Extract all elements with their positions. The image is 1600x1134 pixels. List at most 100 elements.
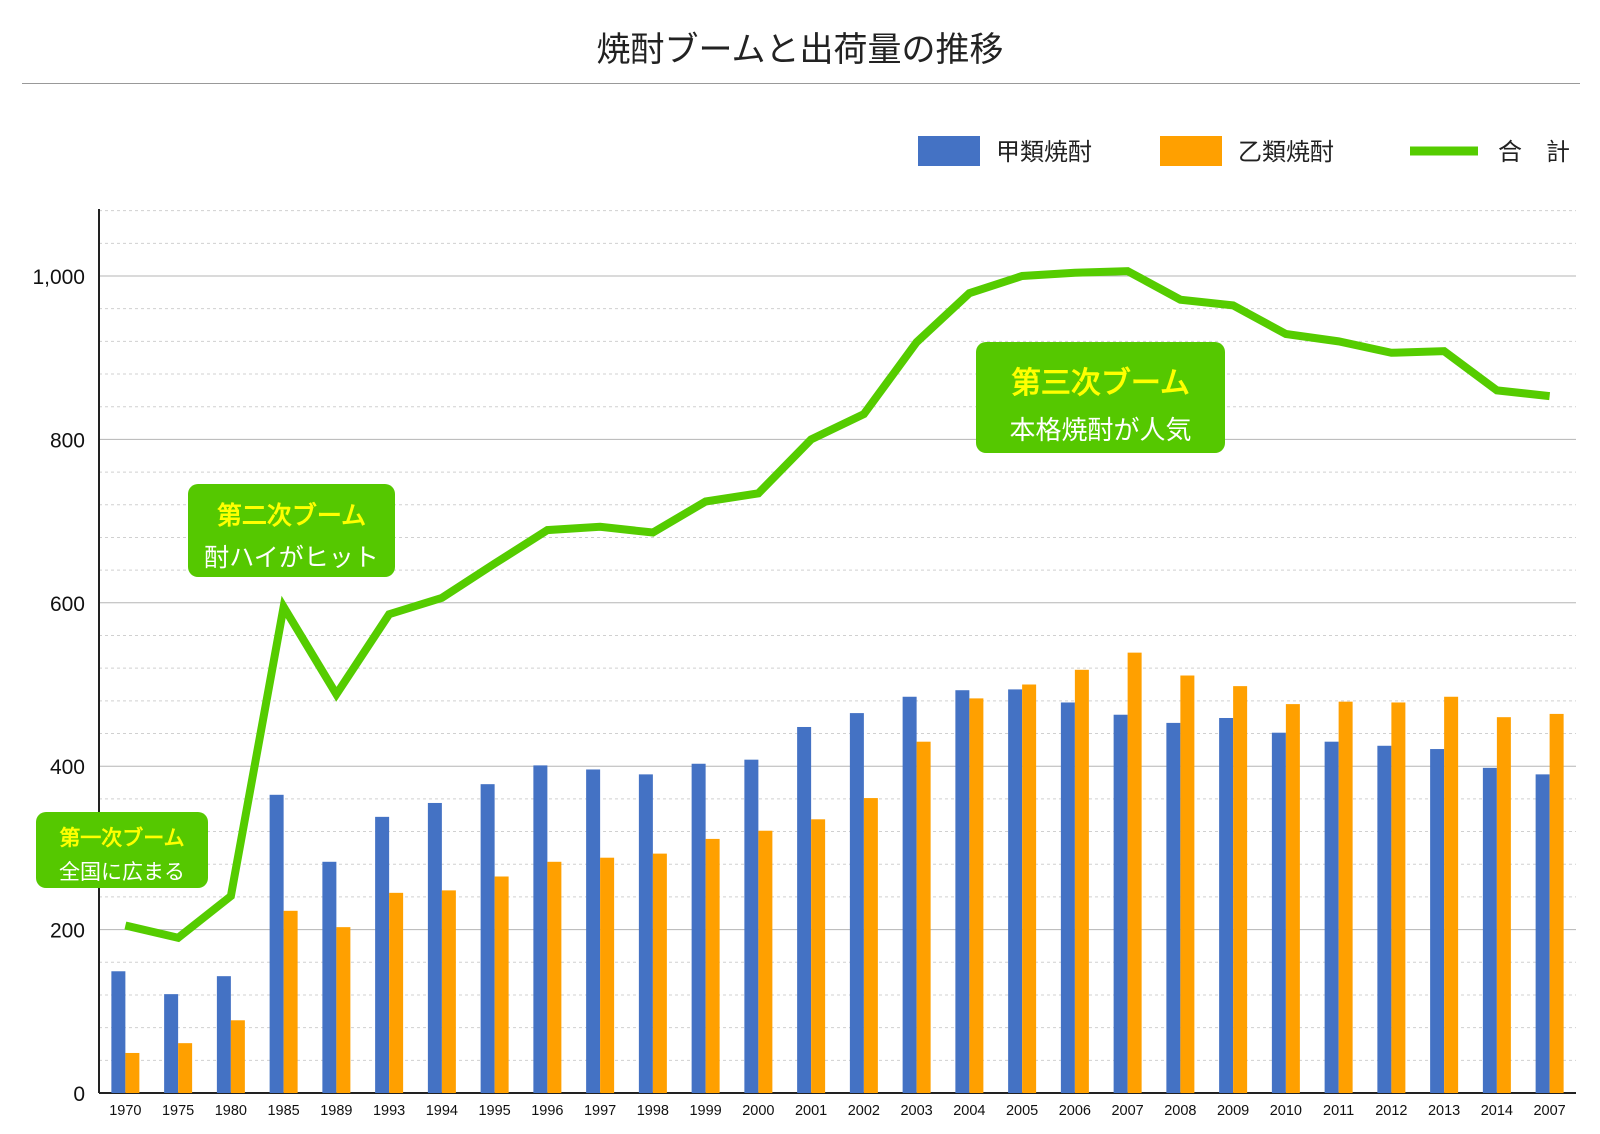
bar-otsu: [1444, 696, 1459, 1093]
x-tick-label: 1996: [531, 1103, 563, 1119]
x-tick-label: 1994: [426, 1103, 458, 1119]
x-tick-label: 1995: [478, 1103, 510, 1119]
bar-kou: [480, 784, 495, 1093]
bar-otsu: [283, 910, 298, 1093]
x-tick-label: 1970: [109, 1103, 141, 1119]
bar-kou: [744, 759, 759, 1093]
x-tick-label: 1985: [267, 1103, 299, 1119]
x-tick-label: 1993: [373, 1103, 405, 1119]
bar-otsu: [1180, 675, 1195, 1093]
legend-label-otsu: 乙類焼酎: [1238, 138, 1334, 166]
annotation-text: 本格焼酎が人気: [1009, 416, 1192, 446]
bar-kou: [1008, 689, 1023, 1093]
x-tick-label: 2013: [1428, 1103, 1460, 1119]
x-tick-label: 2002: [848, 1103, 880, 1119]
bar-kou: [1535, 774, 1550, 1093]
bar-kou: [955, 690, 970, 1093]
bar-otsu: [494, 876, 509, 1093]
bar-kou: [797, 726, 812, 1093]
x-tick-label: 2006: [1059, 1103, 1091, 1119]
bar-otsu: [1338, 701, 1353, 1093]
x-tick-label: 2008: [1164, 1103, 1196, 1119]
chart-title: 焼酎ブームと出荷量の推移: [596, 30, 1004, 70]
x-tick-label: 2012: [1375, 1103, 1407, 1119]
bar-otsu: [1285, 704, 1300, 1093]
bar-kou: [375, 816, 390, 1093]
x-tick-label: 1999: [689, 1103, 721, 1119]
bar-kou: [691, 763, 706, 1093]
bar-otsu: [758, 830, 773, 1093]
annotation-text: 全国に広まる: [59, 860, 185, 884]
bar-kou: [1166, 722, 1181, 1093]
bar-kou: [1482, 767, 1497, 1093]
bar-kou: [1271, 732, 1286, 1093]
y-tick-label: 600: [50, 593, 85, 616]
bar-kou: [1324, 741, 1339, 1093]
bar-kou: [111, 971, 126, 1093]
x-tick-label: 2005: [1006, 1103, 1038, 1119]
x-tick-label: 2000: [742, 1103, 774, 1119]
bar-otsu: [1496, 717, 1511, 1093]
x-tick-label: 1998: [637, 1103, 669, 1119]
bar-otsu: [1549, 713, 1564, 1093]
bar-kou: [1377, 745, 1392, 1093]
bar-otsu: [336, 927, 351, 1093]
bar-otsu: [969, 698, 984, 1093]
bar-otsu: [863, 798, 878, 1093]
x-tick-label: 1980: [215, 1103, 247, 1119]
bar-kou: [849, 713, 864, 1093]
annotation-text: 酎ハイがヒット: [204, 543, 379, 572]
bar-otsu: [652, 853, 667, 1093]
y-tick-label: 200: [50, 920, 85, 943]
bar-kou: [216, 976, 231, 1093]
x-tick-label: 2003: [900, 1103, 932, 1119]
y-tick-label: 800: [50, 429, 85, 452]
bar-otsu: [916, 741, 931, 1093]
bar-otsu: [1022, 684, 1037, 1093]
bar-otsu: [125, 1052, 140, 1093]
x-tick-label: 1989: [320, 1103, 352, 1119]
bar-otsu: [441, 890, 456, 1093]
bar-kou: [586, 769, 601, 1093]
y-tick-label: 1,000: [32, 266, 85, 289]
x-tick-label: 1997: [584, 1103, 616, 1119]
bar-otsu: [389, 892, 404, 1093]
legend-label-kou: 甲類焼酎: [996, 138, 1092, 166]
x-tick-label: 2004: [953, 1103, 985, 1119]
x-tick-label: 2001: [795, 1103, 827, 1119]
bar-kou: [1430, 749, 1445, 1093]
bar-kou: [1219, 717, 1234, 1093]
x-tick-label: 2009: [1217, 1103, 1249, 1119]
bar-otsu: [1074, 669, 1089, 1093]
bar-otsu: [1233, 686, 1248, 1093]
bar-kou: [322, 861, 337, 1093]
title-divider: [22, 83, 1580, 84]
annotation-heading: 第一次ブーム: [59, 826, 185, 850]
annotation-heading: 第二次ブーム: [216, 501, 367, 530]
y-tick-label: 400: [50, 756, 85, 779]
annotation-heading: 第三次ブーム: [1010, 366, 1191, 401]
bar-otsu: [1391, 702, 1406, 1093]
x-tick-label: 2014: [1481, 1103, 1513, 1119]
x-tick-label: 1975: [162, 1103, 194, 1119]
line-total: [124, 267, 1551, 943]
bar-otsu: [547, 861, 562, 1093]
x-tick-label: 2010: [1270, 1103, 1302, 1119]
annotation-second-boom: 第二次ブーム 酎ハイがヒット: [188, 484, 395, 577]
legend-label-total: 合 計: [1498, 138, 1570, 166]
bar-otsu: [178, 1043, 193, 1093]
bar-otsu: [811, 819, 826, 1093]
bar-otsu: [230, 1020, 245, 1093]
bar-kou: [1060, 702, 1075, 1093]
bar-kou: [902, 696, 917, 1093]
bar-otsu: [600, 857, 615, 1093]
bar-otsu: [1127, 652, 1142, 1093]
x-tick-label: 2007: [1111, 1103, 1143, 1119]
x-tick-label: 2007: [1533, 1103, 1565, 1119]
bar-kou: [533, 765, 548, 1093]
bar-kou: [164, 994, 179, 1093]
bar-kou: [1113, 714, 1128, 1093]
bar-kou: [638, 774, 653, 1093]
x-tick-label: 2011: [1323, 1103, 1354, 1119]
